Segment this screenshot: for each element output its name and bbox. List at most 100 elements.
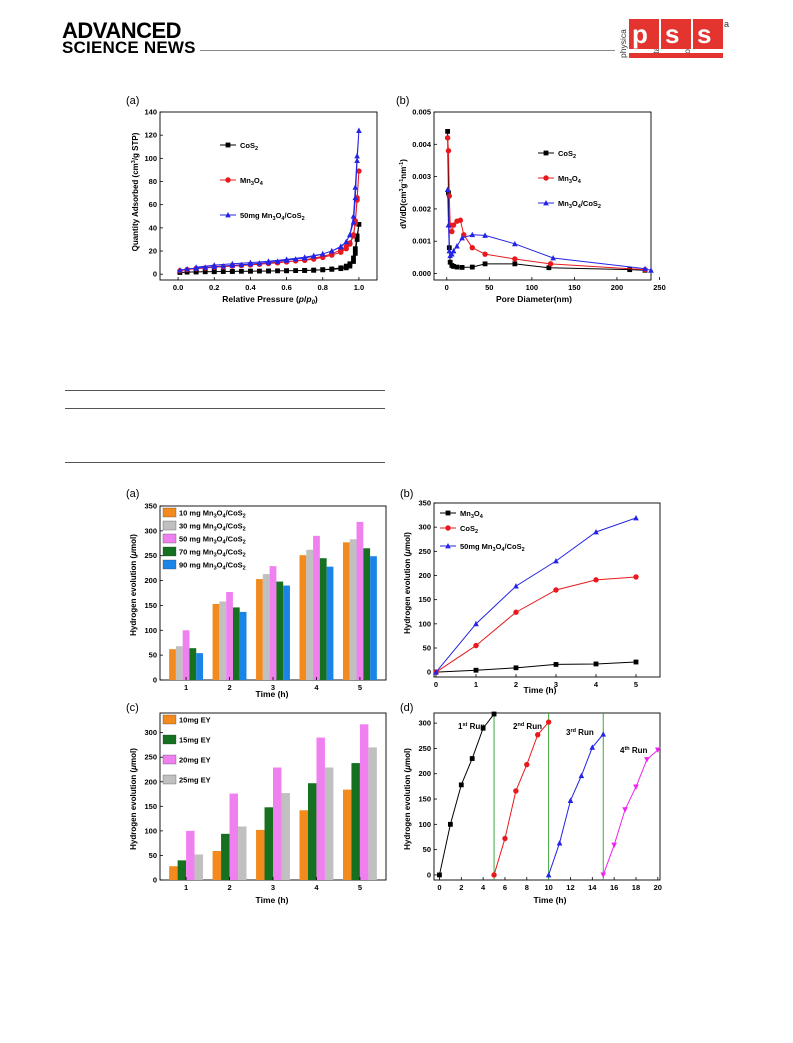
legend-text-part: 3	[214, 540, 217, 546]
legend-marker	[445, 510, 451, 516]
fig2d-run-label: 2nd Run	[513, 722, 542, 731]
fig2d-data-point	[480, 725, 486, 731]
legend-text-part: /CoS	[226, 522, 243, 531]
fig1b-data-point	[459, 265, 465, 270]
legend-text-part: /CoS	[226, 548, 243, 557]
fig2d-xtick-label: 8	[525, 883, 529, 892]
fig1b-data-point	[457, 217, 464, 223]
legend-swatch	[162, 559, 177, 570]
fig2b-ytick-label: 300	[418, 523, 431, 532]
fig2b-frame	[433, 502, 661, 678]
pss-suffix: a	[724, 19, 729, 29]
fig2c-ytick-label: 200	[144, 777, 157, 786]
fig2d-data-point	[491, 711, 497, 717]
fig1b-data-point	[482, 232, 488, 238]
fig2c-bar	[238, 826, 247, 880]
fig2d-series-line	[493, 721, 550, 876]
fig1a-data-point	[354, 237, 360, 242]
fig2b-ytick-label: 250	[418, 547, 431, 556]
fig2d-data-point	[545, 719, 552, 725]
fig2c-ytick-label: 100	[144, 826, 157, 835]
legend-label: 10mg EY	[179, 716, 211, 725]
fig2d-data-point	[600, 872, 607, 878]
run-word: Run	[576, 728, 594, 737]
legend-text-part: 20mg EY	[179, 756, 211, 765]
legend-text-part: 3	[214, 553, 217, 559]
fig1b-ytick-label: 0.005	[412, 108, 431, 117]
legend-text-part: 3	[569, 179, 572, 185]
fig2-panel-b: (b) 0 1 2 3 4 5050100150200250300350Mn3O4CoS2…	[400, 488, 661, 695]
fig2a-xtick-label: 4	[314, 683, 319, 692]
fig2b-ylabel: Hydrogen evolution (μmol)	[403, 532, 412, 634]
legend-text-part: /CoS	[226, 535, 243, 544]
fig2d-ytick-label: 300	[418, 719, 431, 728]
fig1a-data-point	[328, 248, 335, 254]
fig2a-bar	[262, 574, 270, 680]
fig2c-bar	[194, 854, 204, 880]
fig1a-plot: 0.0 0.2 0.4 0.6 0.8 1.0020406080100120140CoS2…	[144, 108, 378, 292]
fig2c-bar	[299, 810, 308, 880]
legend-text-part: 3	[214, 566, 217, 572]
fig1b-ylabel: dV/dD(cm3g-1nm-1)	[399, 159, 408, 229]
fig2b-data-point	[553, 587, 559, 593]
legend-text-part: 10 mg Mn	[179, 509, 214, 518]
fig1a-xtick-label: 0.8	[318, 283, 328, 292]
fig2a-bar	[232, 607, 240, 680]
fig2d-data-point	[469, 756, 475, 761]
fig1-panel-a: (a) 0.0 0.2 0.4 0.6 0.8 1.0 0 20 40 60 80 100 120 140…	[126, 95, 378, 306]
fig1b-data-point	[469, 231, 476, 238]
legend-text-part: 2	[598, 204, 601, 210]
fig2a-bar	[256, 579, 263, 680]
fig1a-data-point	[177, 267, 183, 273]
legend-text-part: 2	[243, 540, 246, 546]
fig1a-xtick-label: 0.4	[245, 283, 256, 292]
fig2c-xtick-label: 5	[358, 883, 362, 892]
fig1b-xtick-label: 200	[611, 283, 624, 292]
fig1b-data-point	[446, 190, 451, 196]
legend-label: 20mg EY	[179, 756, 211, 765]
legend-text-part: 2	[475, 529, 478, 535]
fig2b-ytick-label: 150	[418, 595, 431, 604]
fig2d-run-label: 4th Run	[620, 746, 648, 755]
fig1b-data-point	[449, 251, 455, 257]
legend-marker	[225, 177, 231, 183]
fig2a-ytick-label: 250	[144, 551, 157, 560]
fig1a-data-point	[352, 246, 358, 252]
fig2c-bar	[229, 793, 239, 880]
legend-text-part: 2	[243, 553, 246, 559]
legend-label: CoS2	[558, 149, 576, 160]
fig2a-bar	[349, 539, 357, 680]
fig1a-data-point	[229, 260, 236, 267]
legend-text-part: /CoS	[504, 542, 521, 551]
fig2a-bar	[239, 611, 247, 680]
fig1b-xtick-label: 250	[653, 283, 666, 292]
legend-label: Mn3O4	[460, 509, 484, 520]
fig2d-ytick-label: 200	[418, 769, 431, 778]
fig2d-data-point	[611, 842, 617, 849]
fig1a-ytick-label: 100	[144, 154, 157, 163]
fig2c-xtick-label: 3	[271, 883, 275, 892]
fig2d-data-point	[644, 757, 650, 763]
fig2c-bar	[169, 866, 178, 880]
fig2b-xtick-label: 4	[594, 680, 599, 689]
fig1a-data-point	[338, 249, 344, 255]
legend-label: 30 mg Mn3O4/CoS2	[179, 522, 246, 533]
fig1b-data-point	[469, 244, 475, 251]
legend-label: 50mg Mn3O4/CoS2	[460, 542, 525, 553]
fig2b-data-point	[553, 558, 559, 564]
fig2d-ytick-label: 150	[418, 795, 431, 804]
fig2c-bar	[359, 724, 369, 880]
fig2b-data-point	[473, 667, 479, 673]
legend-swatch	[162, 546, 177, 557]
fig1b-ytick-label: 0.003	[412, 172, 431, 181]
fig1a-data-point	[247, 259, 254, 266]
fig1a-data-point	[274, 258, 281, 264]
fig1a-data-point	[184, 265, 190, 272]
legend-text-part: 3	[471, 514, 474, 520]
fig1a-ytick-label: 20	[149, 247, 157, 256]
fig1b-ytick-label: 0.002	[412, 204, 431, 213]
fig2a-bar	[283, 585, 290, 680]
legend-text-part: 4	[223, 527, 227, 533]
fig1b-data-point	[469, 264, 475, 270]
fig2d-series-line	[602, 749, 659, 876]
